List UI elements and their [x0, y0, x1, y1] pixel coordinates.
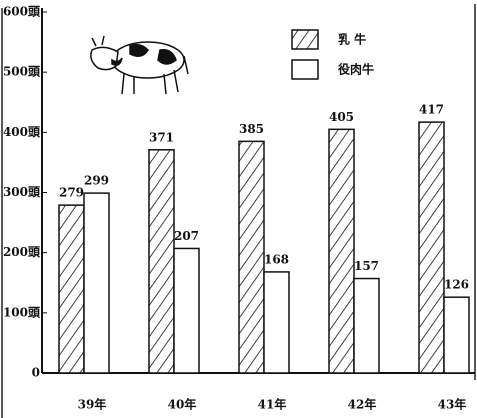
cow-illustration — [90, 35, 189, 95]
y-tick-label: 500頭 — [3, 65, 41, 79]
data-label: 299 — [84, 174, 109, 188]
legend-swatch — [291, 59, 319, 80]
y-tick-label: 0 — [32, 366, 40, 380]
data-label: 168 — [264, 252, 289, 266]
y-tick-label: 100頭 — [3, 305, 41, 319]
bar — [328, 128, 355, 374]
bar — [418, 121, 445, 374]
data-label: 157 — [354, 259, 379, 273]
data-label: 207 — [174, 229, 199, 243]
bar — [263, 271, 290, 374]
x-tick-label: 42年 — [348, 397, 377, 412]
bar — [173, 247, 200, 374]
x-tick-label: 40年 — [168, 397, 197, 412]
x-tick-label: 39年 — [78, 397, 107, 412]
y-tick-label: 300頭 — [3, 185, 41, 199]
legend-label: 役肉牛 — [338, 62, 374, 77]
data-label: 417 — [419, 103, 444, 117]
y-tick-label: 200頭 — [3, 245, 41, 259]
y-tick-label: 400頭 — [3, 125, 41, 139]
data-label: 405 — [329, 110, 354, 124]
bar — [238, 140, 265, 374]
bar — [148, 149, 175, 374]
data-label: 385 — [239, 122, 264, 136]
y-tick-label: 600頭 — [3, 5, 41, 19]
x-tick-label: 41年 — [258, 397, 287, 412]
data-label: 279 — [59, 186, 84, 200]
bar — [83, 192, 110, 374]
bar — [443, 296, 470, 374]
bar — [58, 204, 85, 374]
x-tick-label: 43年 — [438, 397, 467, 412]
data-label: 126 — [444, 278, 469, 292]
data-label: 371 — [149, 130, 174, 144]
legend-label: 乳 牛 — [338, 32, 366, 47]
legend-swatch — [291, 29, 319, 50]
bar — [353, 277, 380, 374]
